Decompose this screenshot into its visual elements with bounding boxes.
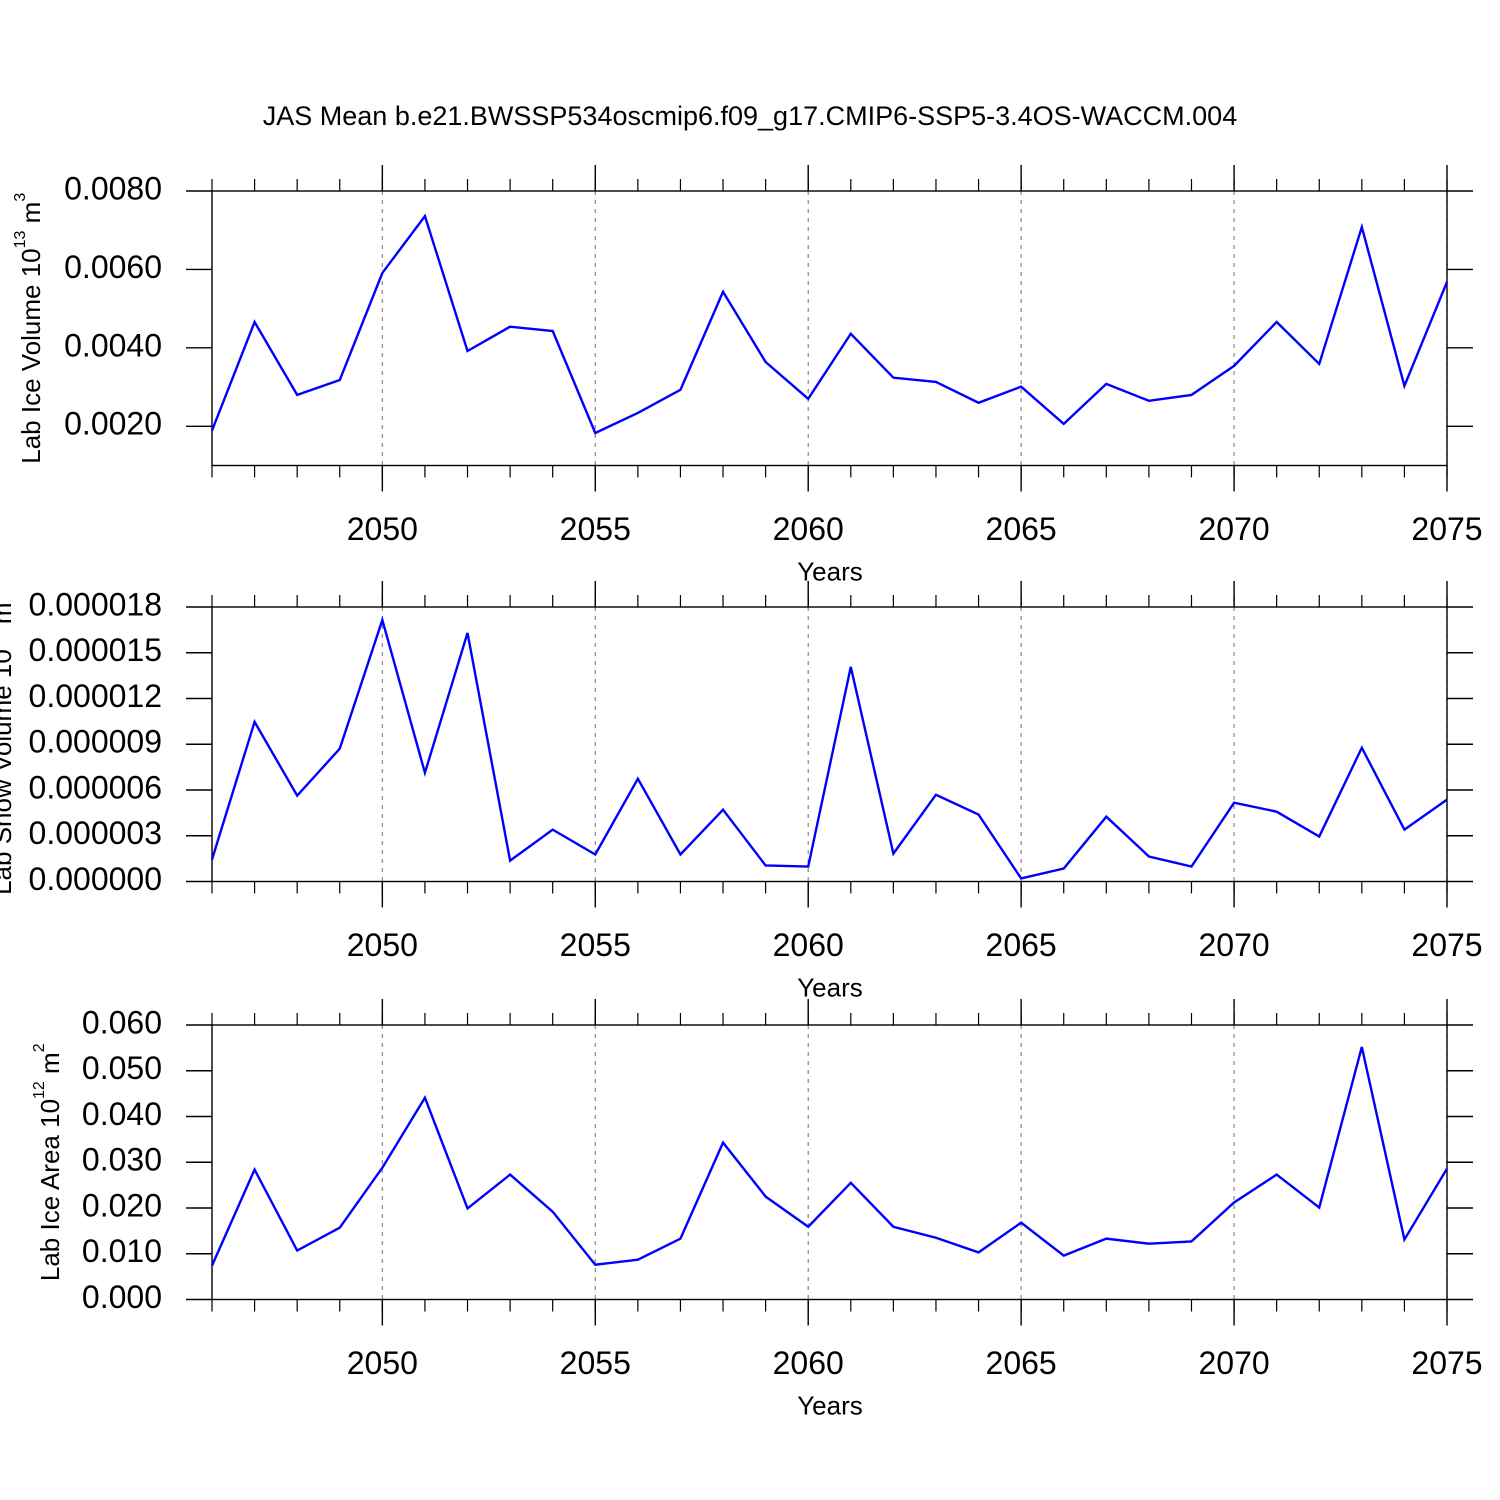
- y-axis-label-part: 13: [12, 230, 29, 248]
- y-tick-label: 0.050: [82, 1050, 162, 1086]
- y-axis-label-part: Lab Snow Volume 10: [0, 649, 17, 895]
- x-tick-label: 2075: [1411, 1345, 1482, 1381]
- x-tick-label: 2050: [347, 1345, 418, 1381]
- y-tick-label: 0.020: [82, 1187, 162, 1223]
- y-axis-label-part: 12: [31, 1081, 48, 1099]
- y-tick-label: 0.000015: [29, 632, 162, 668]
- y-axis-label-part: Lab Ice Volume 10: [16, 248, 46, 463]
- x-tick-label: 2065: [986, 1345, 1057, 1381]
- data-line: [210, 213, 1449, 435]
- x-tick-label: 2055: [560, 511, 631, 547]
- y-tick-label: 0.060: [82, 1004, 162, 1040]
- x-tick-label: 2070: [1198, 1345, 1269, 1381]
- x-tick-label: 2060: [773, 927, 844, 963]
- x-tick-label: 2070: [1198, 927, 1269, 963]
- y-axis-label: Lab Snow Volume 1013 m3: [0, 593, 17, 894]
- plot-frame: [211, 606, 1448, 883]
- y-tick-label: 0.000018: [29, 586, 162, 622]
- x-tick-label: 2075: [1411, 511, 1482, 547]
- plot-frame: [211, 190, 1448, 467]
- y-axis-label-part: m: [35, 1052, 65, 1081]
- y-axis-label-part: m: [0, 602, 17, 631]
- x-tick-label: 2060: [773, 1345, 844, 1381]
- x-tick-label: 2060: [773, 511, 844, 547]
- y-tick-label: 0.0020: [64, 406, 162, 442]
- y-tick-label: 0.040: [82, 1096, 162, 1132]
- y-tick-label: 0.000009: [29, 724, 162, 760]
- x-tick-label: 2050: [347, 511, 418, 547]
- y-tick-label: 0.0060: [64, 249, 162, 285]
- x-tick-label: 2065: [986, 511, 1057, 547]
- x-axis-label: Years: [797, 556, 863, 586]
- x-tick-label: 2065: [986, 927, 1057, 963]
- y-axis-label-part: 3: [12, 193, 29, 202]
- y-tick-label: 0.030: [82, 1142, 162, 1178]
- y-axis-label-part: 2: [31, 1043, 48, 1052]
- y-tick-label: 0.000000: [29, 861, 162, 897]
- x-axis-label: Years: [797, 1390, 863, 1420]
- data-line: [210, 1046, 1449, 1267]
- x-tick-label: 2075: [1411, 927, 1482, 963]
- x-tick-label: 2055: [560, 1345, 631, 1381]
- y-tick-label: 0.000: [82, 1279, 162, 1315]
- y-tick-label: 0.000006: [29, 769, 162, 805]
- y-tick-label: 0.0040: [64, 327, 162, 363]
- y-axis-label-part: m: [16, 202, 46, 231]
- plot-frame: [211, 1024, 1448, 1301]
- y-tick-label: 0.000012: [29, 678, 162, 714]
- y-axis-label-part: Lab Ice Area 10: [35, 1099, 65, 1281]
- x-tick-label: 2055: [560, 927, 631, 963]
- y-axis-label: Lab Ice Area 1012 m2: [31, 1043, 65, 1281]
- y-tick-label: 0.0080: [64, 170, 162, 206]
- x-tick-label: 2070: [1198, 511, 1269, 547]
- y-axis-label: Lab Ice Volume 1013 m3: [12, 193, 46, 464]
- y-tick-label: 0.010: [82, 1233, 162, 1269]
- x-tick-label: 2050: [347, 927, 418, 963]
- chart-title: JAS Mean b.e21.BWSSP534oscmip6.f09_g17.C…: [263, 101, 1237, 131]
- x-axis-label: Years: [797, 972, 863, 1002]
- data-line: [210, 615, 1448, 880]
- y-tick-label: 0.000003: [29, 815, 162, 851]
